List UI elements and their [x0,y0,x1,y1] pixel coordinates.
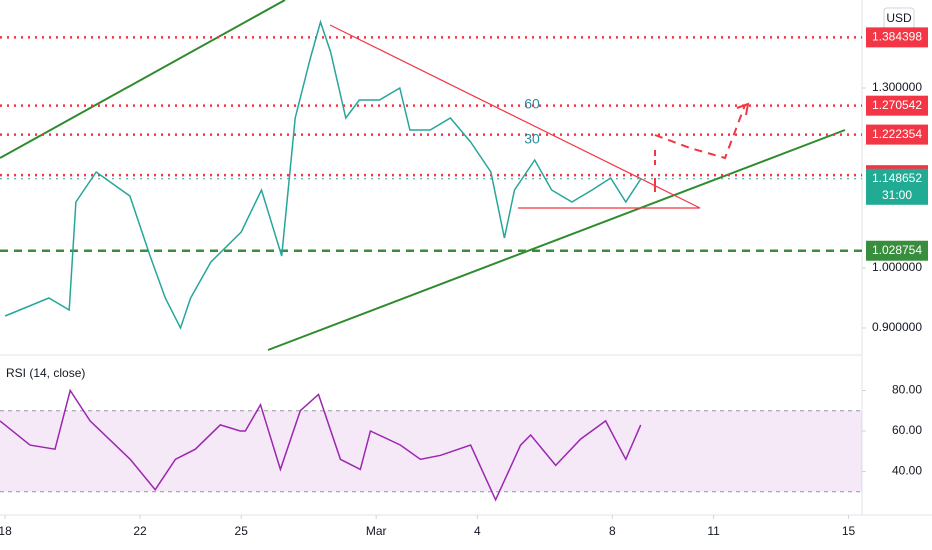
x-tick-label: 11 [707,524,720,538]
indicator-title: RSI (14, close) [6,366,85,380]
y-tick-label: 60.00 [892,423,922,437]
y-tick-label: 1.300000 [872,80,922,94]
trend-line [267,129,846,351]
level-label-box [866,95,928,116]
countdown: 31:00 [882,188,912,202]
rsi-band [0,410,862,492]
y-tick-label: 1.000000 [872,260,922,274]
trend-line [0,0,286,159]
level-label: 1.270542 [872,98,922,112]
x-tick-label: 4 [474,524,481,538]
projection [654,104,746,160]
y-tick-label: 40.00 [892,464,922,478]
x-tick-label: 25 [235,524,249,538]
x-tick-label: Mar [366,524,387,538]
level-label: 1.148652 [872,171,922,185]
level-label-box [866,240,928,261]
level-label: 1.028754 [872,243,922,257]
series-line [0,388,642,502]
x-tick-label: 18 [0,524,12,538]
y-tick-label: 0.900000 [872,320,922,334]
currency: USD [886,11,912,25]
annotation: 30 [524,131,540,147]
level-label-box [866,124,928,145]
level-label: 1.384398 [872,30,922,44]
x-tick-label: 22 [133,524,147,538]
annotation: 60 [524,96,540,112]
level-label-box [866,168,928,205]
y-tick-label: 80.00 [892,383,922,397]
triangle [329,24,701,209]
x-tick-label: 15 [842,524,856,538]
level-label-box [866,27,928,48]
level-label: 1.222354 [872,127,922,141]
arrow-head [736,102,750,116]
series-line [4,19,642,330]
x-tick-label: 8 [609,524,616,538]
